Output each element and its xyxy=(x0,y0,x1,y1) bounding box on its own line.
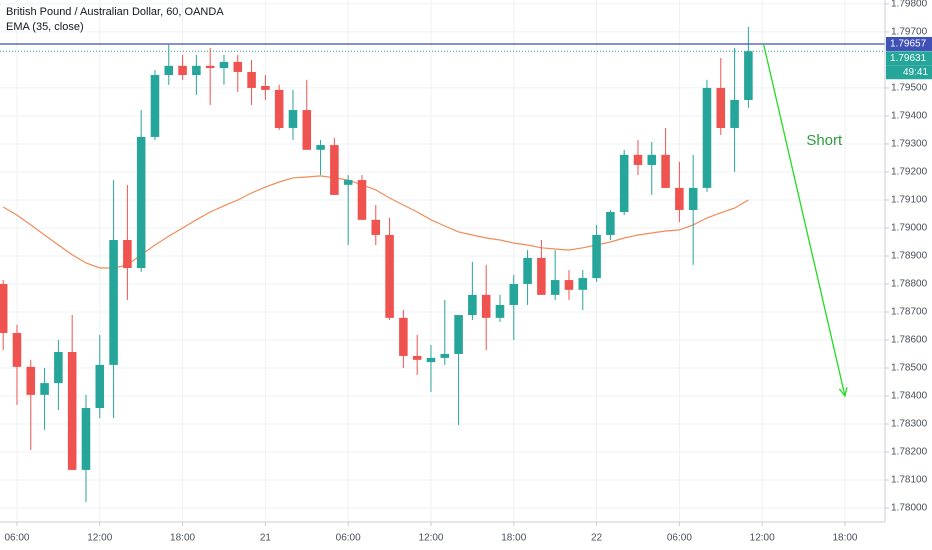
y-tick-label: 1.78600 xyxy=(891,335,928,346)
candle-body xyxy=(675,187,684,211)
x-tick-label: 18:00 xyxy=(501,533,526,544)
y-tick-label: 1.79200 xyxy=(891,167,928,178)
candle-body xyxy=(67,352,77,470)
plot: Short xyxy=(0,0,885,522)
candle-body xyxy=(412,355,422,360)
candle-body xyxy=(0,283,8,333)
candle-body xyxy=(426,357,436,363)
candle-body xyxy=(481,294,491,318)
candle-body xyxy=(537,257,546,295)
candle-body xyxy=(164,65,174,76)
candle-body xyxy=(440,353,450,358)
candle-body xyxy=(468,294,477,316)
y-tick-label: 1.78500 xyxy=(891,363,928,374)
candle-body xyxy=(330,145,339,195)
y-tick-label: 1.79300 xyxy=(891,139,928,150)
y-tick-label: 1.79100 xyxy=(891,195,928,206)
candle-body xyxy=(716,87,726,128)
candle-body xyxy=(12,332,22,367)
y-tick-label: 1.78400 xyxy=(891,391,928,402)
candle-body xyxy=(302,110,312,150)
candle-body xyxy=(371,219,381,235)
candle-body xyxy=(578,278,588,290)
countdown-label: 49:41 xyxy=(903,67,928,78)
candle-body xyxy=(495,304,505,318)
x-tick-label: 21 xyxy=(260,533,272,544)
candle-body xyxy=(343,180,353,185)
price-tag-label: 1.79657 xyxy=(890,39,927,50)
price-tag xyxy=(886,51,932,66)
y-tick-label: 1.79400 xyxy=(891,111,928,122)
x-tick-label: 12:00 xyxy=(418,533,443,544)
y-tick-label: 1.78800 xyxy=(891,279,928,290)
candle-body xyxy=(688,187,698,211)
candle-body xyxy=(54,352,63,384)
candle-body xyxy=(606,211,615,235)
chart-title: British Pound / Australian Dollar, 60, O… xyxy=(6,6,224,18)
x-tick-label: 22 xyxy=(591,533,603,544)
candle-body xyxy=(385,234,394,318)
y-tick-label: 1.78700 xyxy=(891,307,928,318)
y-tick-label: 1.79500 xyxy=(891,83,928,94)
candle-body xyxy=(523,257,532,284)
candle-body xyxy=(219,61,229,69)
x-tick-label: 06:00 xyxy=(4,533,29,544)
y-tick-label: 1.79000 xyxy=(891,223,928,234)
candle-body xyxy=(619,154,629,212)
y-tick-label: 1.79700 xyxy=(891,27,928,38)
candle-body xyxy=(509,283,519,305)
candle-body xyxy=(205,65,215,69)
candle-body xyxy=(564,280,574,290)
candle-body xyxy=(730,99,739,128)
y-tick-label: 1.78900 xyxy=(891,251,928,262)
candle-body xyxy=(357,180,367,220)
arrow-line xyxy=(762,43,846,397)
arrow-head xyxy=(838,387,848,398)
candle-body xyxy=(150,75,160,137)
candle-body xyxy=(81,408,91,470)
candle-body xyxy=(40,383,49,395)
y-tick-label: 1.79800 xyxy=(891,0,928,10)
candle-body xyxy=(647,154,657,165)
candle-body xyxy=(550,280,560,295)
y-tick-label: 1.78000 xyxy=(891,503,928,514)
x-tick-label: 18:00 xyxy=(832,533,857,544)
candle-body xyxy=(178,65,187,76)
price-tag-label: 1.79631 xyxy=(890,53,927,64)
candle-body xyxy=(136,136,146,269)
candle-body xyxy=(454,315,463,354)
candle-body xyxy=(192,65,201,76)
candle-body xyxy=(123,239,132,269)
candle-body xyxy=(247,71,256,88)
y-tick-label: 1.78300 xyxy=(891,419,928,430)
candle-body xyxy=(26,366,36,395)
indicator-legend: EMA (35, close) xyxy=(6,21,84,33)
x-tick-label: 06:00 xyxy=(667,533,692,544)
candle-body xyxy=(661,154,670,188)
annotation: Short xyxy=(806,132,843,149)
candle-body xyxy=(744,51,753,100)
x-tick-label: 06:00 xyxy=(336,533,361,544)
y-tick-label: 1.78100 xyxy=(891,475,928,486)
x-tick-label: 12:00 xyxy=(750,533,775,544)
candle-body xyxy=(109,239,118,365)
candle-body xyxy=(95,364,105,409)
candle-body xyxy=(316,145,325,150)
candle-body xyxy=(399,317,408,356)
candle-body xyxy=(288,110,298,128)
candle-body xyxy=(261,85,270,90)
countdown-tag xyxy=(886,65,932,80)
candle-body xyxy=(592,234,601,279)
candle-body xyxy=(233,61,243,72)
candle-body xyxy=(633,154,643,165)
price-tag xyxy=(886,36,932,51)
x-tick-label: 18:00 xyxy=(170,533,195,544)
candle-body xyxy=(702,87,712,188)
candle-body xyxy=(274,89,284,128)
x-tick-label: 12:00 xyxy=(87,533,112,544)
y-tick-label: 1.78200 xyxy=(891,447,928,458)
